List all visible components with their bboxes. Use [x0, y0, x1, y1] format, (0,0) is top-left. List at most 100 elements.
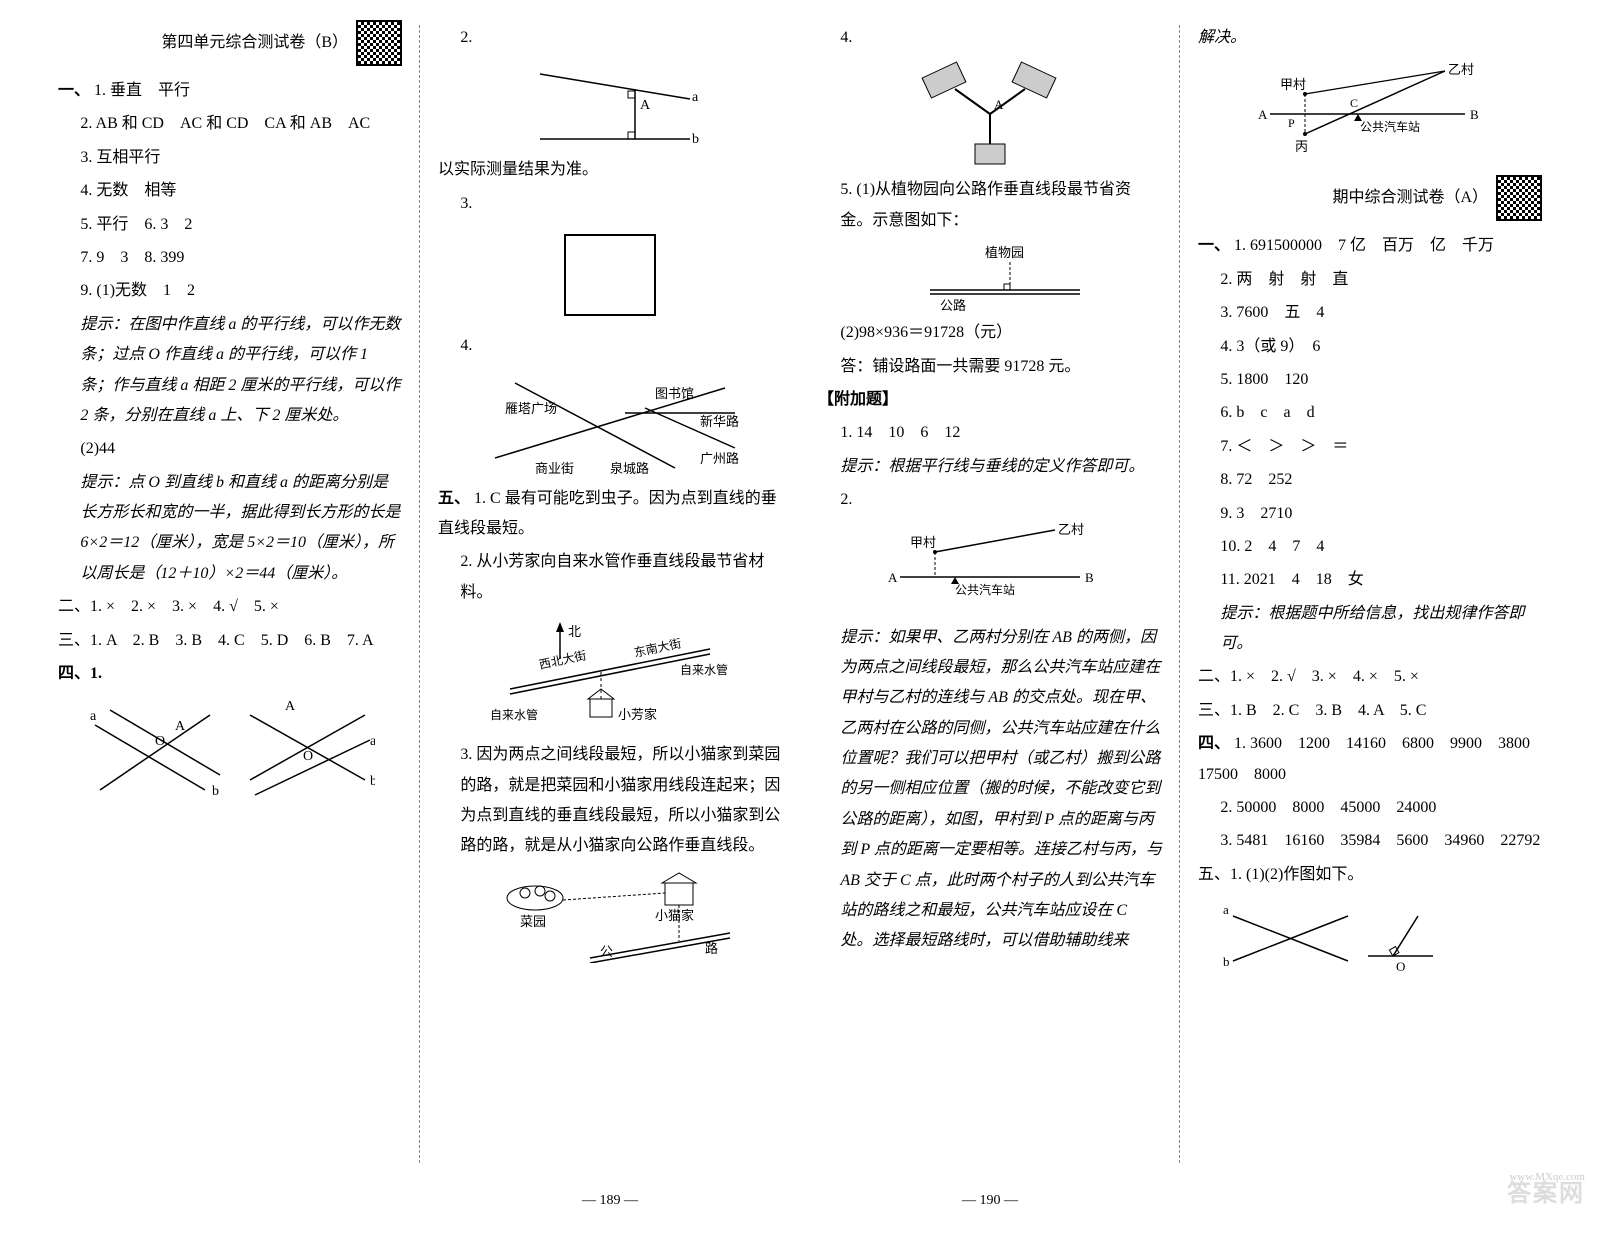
- qr-code-icon: [1496, 175, 1542, 221]
- msec3: 三、1. B 2. C 3. B 4. A 5. C: [1198, 696, 1542, 726]
- e1-hint: 提示：根据平行线与垂线的定义作答即可。: [818, 452, 1162, 482]
- svg-text:公: 公: [600, 944, 613, 959]
- c2-q2-note: 以实际测量结果为准。: [438, 155, 782, 185]
- page-num-189: — 189 —: [582, 1188, 638, 1215]
- svg-text:小猫家: 小猫家: [655, 908, 694, 923]
- hint9a: 提示：在图中作直线 a 的平行线，可以作无数条；过点 O 作直线 a 的平行线，…: [58, 310, 402, 432]
- c3-q4-label: 4.: [818, 23, 1162, 53]
- svg-text:自来水管: 自来水管: [490, 707, 538, 722]
- diagram-bus2: A B 甲村 丙 P 乙村 C 公共汽车站: [1250, 59, 1490, 169]
- svg-text:北: 北: [568, 624, 581, 639]
- unit-title: 第四单元综合测试卷（B）: [161, 28, 348, 58]
- label-O2: O: [303, 749, 313, 764]
- q5-1: 1. C 最有可能吃到虫子。因为点到直线的垂直线段最短。: [438, 490, 777, 537]
- column-2: 2. a b A 以实际测量结果为准。 3. 4. 雁塔广场 图书馆 新华路 广…: [420, 20, 800, 1223]
- c2-q3-label: 3.: [438, 189, 782, 219]
- svg-text:A: A: [1258, 107, 1268, 122]
- q5-2a: (2)98×936＝91728（元）: [818, 318, 1162, 348]
- svg-text:乙村: 乙村: [1058, 522, 1084, 537]
- diagram-bus: A B 甲村 乙村 公共汽车站: [880, 522, 1100, 617]
- q3: 3. 互相平行: [58, 143, 402, 173]
- svg-text:乙村: 乙村: [1448, 62, 1474, 77]
- mq5: 5. 1800 120: [1198, 365, 1542, 395]
- column-4: 解决。 A B 甲村 丙 P 乙村 C 公共汽车站 期中综合测试卷（A） 一、 …: [1180, 20, 1560, 1223]
- e2-hint: 提示：如果甲、乙两村分别在 AB 的两侧，因为两点之间线段最短，那么公共汽车站应…: [818, 623, 1162, 957]
- svg-text:植物园: 植物园: [985, 245, 1024, 260]
- c2-q4-label: 4.: [438, 331, 782, 361]
- svg-text:西北大街: 西北大街: [538, 648, 588, 672]
- label-O: O: [155, 734, 165, 749]
- unit-header: 第四单元综合测试卷（B）: [58, 20, 402, 66]
- q5-1: 5. (1)从植物园向公路作垂直线段最节省资金。示意图如下：: [818, 175, 1162, 236]
- svg-text:O: O: [1396, 959, 1405, 974]
- label-a2: a: [370, 734, 375, 749]
- mq4-2: 2. 50000 8000 45000 24000: [1198, 793, 1542, 823]
- svg-text:泉城路: 泉城路: [610, 461, 649, 476]
- diagram-4-1: a b O A A O b a: [85, 695, 375, 805]
- column-1: 第四单元综合测试卷（B） 一、 1. 垂直 平行 2. AB 和 CD AC 和…: [40, 20, 420, 1223]
- q7: 7. 9 3 8. 399: [58, 243, 402, 273]
- msec5: 五、1. (1)(2)作图如下。: [1198, 860, 1542, 890]
- mq3: 3. 7600 五 4: [1198, 298, 1542, 328]
- mq6: 6. b c a d: [1198, 398, 1542, 428]
- mhint: 提示：根据题中所给信息，找出规律作答即可。: [1198, 599, 1542, 660]
- msec4: 四、 1. 3600 1200 14160 6800 9900 3800 175…: [1198, 729, 1542, 790]
- svg-text:P: P: [1288, 116, 1295, 130]
- mq7: 7. ＜ ＞ ＞ ＝: [1198, 432, 1542, 462]
- page-num-190: — 190 —: [962, 1188, 1018, 1215]
- svg-text:菜园: 菜园: [520, 914, 546, 929]
- svg-text:图书馆: 图书馆: [655, 386, 694, 401]
- sec4-label: 四、1.: [58, 665, 102, 682]
- svg-text:A: A: [640, 98, 651, 113]
- svg-text:公共汽车站: 公共汽车站: [955, 582, 1015, 597]
- q4: 4. 无数 相等: [58, 176, 402, 206]
- svg-text:B: B: [1470, 107, 1479, 122]
- label-A: A: [175, 719, 186, 734]
- q5-2b: 答：铺设路面一共需要 91728 元。: [818, 352, 1162, 382]
- midterm-header: 期中综合测试卷（A）: [1198, 175, 1542, 221]
- svg-text:商业街: 商业街: [535, 461, 574, 476]
- sec1-label: 一、: [58, 82, 90, 99]
- mq10: 10. 2 4 7 4: [1198, 532, 1542, 562]
- midterm-title: 期中综合测试卷（A）: [1332, 183, 1488, 213]
- label-b2: b: [370, 774, 375, 789]
- mq8: 8. 72 252: [1198, 465, 1542, 495]
- svg-text:新华路: 新华路: [700, 414, 739, 429]
- label-a: a: [90, 709, 97, 724]
- svg-text:A: A: [994, 97, 1004, 112]
- q5-3: 3. 因为两点之间线段最短，所以小猫家到菜园的路，就是把菜园和小猫家用线段连起来…: [438, 740, 782, 862]
- watermark-url: www.MXqe.com: [1509, 1167, 1585, 1188]
- svg-text:自来水管: 自来水管: [680, 662, 728, 677]
- e2-label: 2.: [818, 485, 1162, 515]
- svg-text:甲村: 甲村: [910, 535, 936, 550]
- sec1: 一、 1. 垂直 平行: [58, 76, 402, 106]
- svg-text:b: b: [1223, 954, 1230, 969]
- hint9b: 提示：点 O 到直线 b 和直线 a 的距离分别是长方形长和宽的一半，据此得到长…: [58, 468, 402, 590]
- svg-text:小芳家: 小芳家: [618, 707, 657, 722]
- diagram-y: A: [900, 59, 1080, 169]
- diagram-plant: 植物园 公路: [890, 242, 1090, 312]
- mq9: 9. 3 2710: [1198, 499, 1542, 529]
- q1: 1. 垂直 平行: [94, 82, 190, 99]
- extra-label: 【附加题】: [818, 385, 1162, 415]
- q5: 5. 平行 6. 3 2: [58, 210, 402, 240]
- diagram-cat: 菜园 小猫家 公 路: [480, 868, 740, 963]
- svg-text:丙: 丙: [1295, 139, 1308, 154]
- svg-text:公路: 公路: [940, 298, 966, 312]
- mq2: 2. 两 射 射 直: [1198, 265, 1542, 295]
- diagram-water: 北 西北大街 东南大街 自来水管 自来水管 小芳家: [480, 614, 740, 734]
- label-b: b: [212, 784, 219, 799]
- svg-text:公共汽车站: 公共汽车站: [1360, 119, 1420, 134]
- e1: 1. 14 10 6 12: [818, 418, 1162, 448]
- sec5: 五、 1. C 最有可能吃到虫子。因为点到直线的垂直线段最短。: [438, 484, 782, 545]
- mq11: 11. 2021 4 18 女: [1198, 565, 1542, 595]
- svg-text:C: C: [1350, 96, 1358, 110]
- svg-text:甲村: 甲村: [1280, 77, 1306, 92]
- q5-2: 2. 从小芳家向自来水管作垂直线段最节省材料。: [438, 547, 782, 608]
- c2-q2-label: 2.: [438, 23, 782, 53]
- mq4: 4. 3（或 9） 6: [1198, 332, 1542, 362]
- svg-text:广州路: 广州路: [700, 451, 739, 466]
- svg-text:A: A: [888, 570, 898, 585]
- diagram-5: a b O: [1218, 896, 1438, 976]
- svg-text:雁塔广场: 雁塔广场: [505, 401, 557, 416]
